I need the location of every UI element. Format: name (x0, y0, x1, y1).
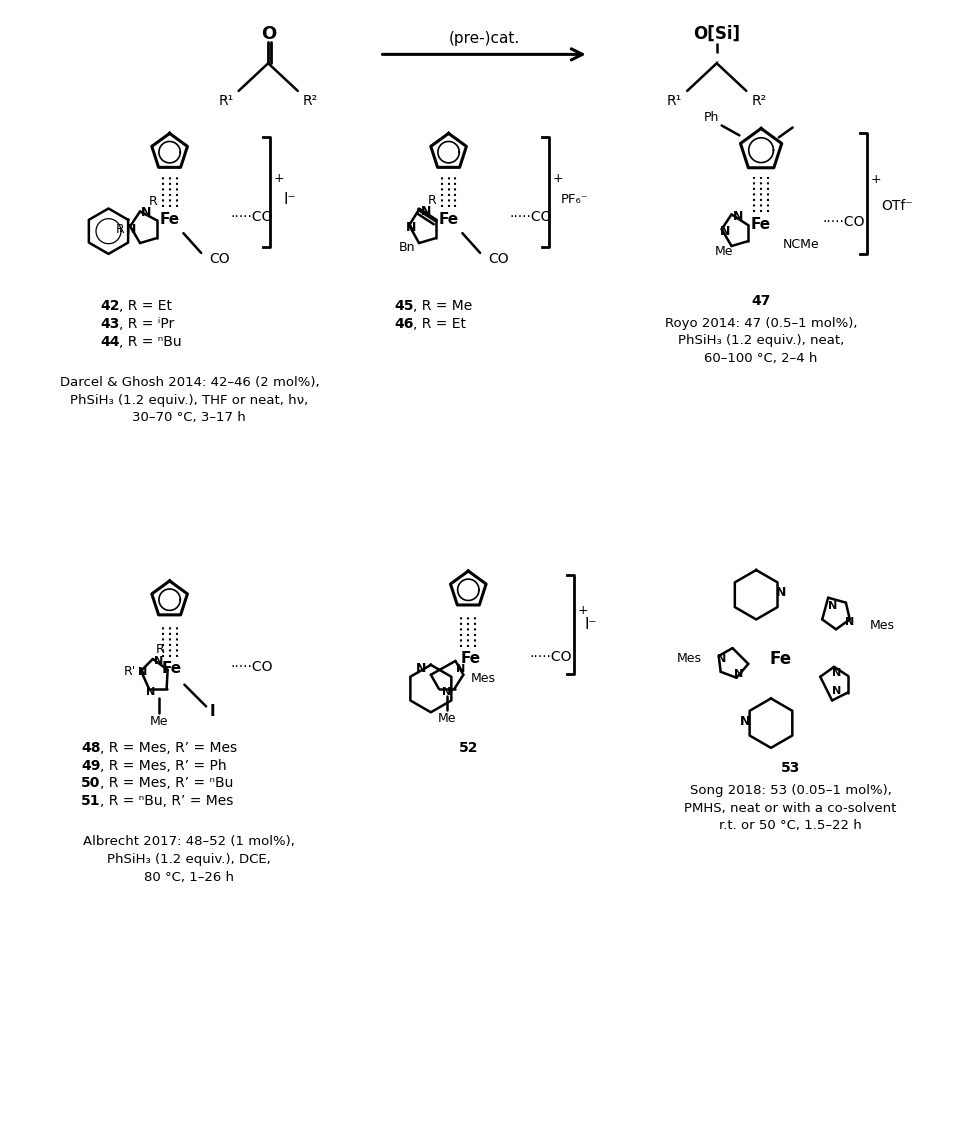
Text: PhSiH₃ (1.2 equiv.), neat,: PhSiH₃ (1.2 equiv.), neat, (678, 335, 844, 348)
Text: +: + (870, 173, 881, 186)
Text: Me: Me (437, 712, 456, 725)
Text: Royo 2014: 47 (0.5–1 mol%),: Royo 2014: 47 (0.5–1 mol%), (664, 317, 858, 329)
Text: 47: 47 (752, 295, 771, 309)
Text: N: N (154, 656, 164, 666)
Text: , R = Et: , R = Et (120, 299, 172, 313)
Text: , R = Et: , R = Et (414, 317, 466, 331)
Text: N: N (733, 210, 744, 223)
Text: N: N (832, 668, 842, 678)
Text: ·····CO: ·····CO (230, 660, 273, 673)
Text: N: N (719, 225, 730, 237)
Text: N: N (141, 206, 151, 219)
Text: N: N (775, 586, 786, 599)
Text: 42: 42 (101, 299, 121, 313)
Text: 30–70 °C, 3–17 h: 30–70 °C, 3–17 h (132, 412, 246, 424)
Text: N: N (740, 715, 751, 727)
Text: Fe: Fe (438, 212, 459, 227)
Text: N: N (146, 687, 156, 696)
Text: 53: 53 (781, 760, 801, 774)
Text: , R = ⁿBu, R’ = Mes: , R = ⁿBu, R’ = Mes (100, 794, 233, 809)
Text: Albrecht 2017: 48–52 (1 mol%),: Albrecht 2017: 48–52 (1 mol%), (83, 835, 295, 849)
Text: Fe: Fe (461, 651, 480, 666)
Text: 46: 46 (394, 317, 414, 331)
Text: Fe: Fe (769, 650, 792, 668)
Text: OTf⁻: OTf⁻ (881, 200, 913, 213)
Text: ·····CO: ·····CO (529, 650, 572, 664)
Text: 44: 44 (101, 335, 121, 349)
Text: I⁻: I⁻ (283, 192, 296, 208)
Text: CO: CO (209, 252, 229, 266)
Text: ·····CO: ·····CO (822, 216, 864, 229)
Text: N: N (138, 666, 148, 677)
Text: Mes: Mes (676, 653, 702, 665)
Text: N: N (832, 686, 842, 695)
Text: , R = Me: , R = Me (414, 299, 472, 313)
Text: N: N (416, 662, 426, 676)
Text: Song 2018: 53 (0.05–1 mol%),: Song 2018: 53 (0.05–1 mol%), (690, 783, 892, 797)
Text: CO: CO (488, 252, 509, 266)
Text: (pre-)cat.: (pre-)cat. (449, 31, 519, 46)
Text: 51: 51 (81, 794, 100, 809)
Text: I⁻: I⁻ (584, 617, 597, 632)
Text: R²: R² (303, 94, 318, 108)
Text: R¹: R¹ (666, 94, 682, 108)
Text: 50: 50 (81, 777, 100, 790)
Text: ·····CO: ·····CO (230, 210, 273, 225)
Text: Me: Me (150, 715, 168, 727)
Text: +: + (577, 604, 588, 617)
Text: PF₆⁻: PF₆⁻ (561, 193, 589, 206)
Text: 60–100 °C, 2–4 h: 60–100 °C, 2–4 h (705, 352, 817, 365)
Text: N: N (828, 601, 838, 610)
Text: R¹: R¹ (219, 94, 233, 108)
Text: PMHS, neat or with a co-solvent: PMHS, neat or with a co-solvent (684, 802, 897, 814)
Text: O[Si]: O[Si] (693, 24, 740, 42)
Text: N: N (845, 617, 855, 627)
Text: Darcel & Ghosh 2014: 42–46 (2 mol%),: Darcel & Ghosh 2014: 42–46 (2 mol%), (60, 376, 319, 389)
Text: Fe: Fe (751, 217, 771, 232)
Text: +: + (553, 172, 563, 185)
Text: 48: 48 (81, 741, 100, 755)
Text: N: N (126, 223, 136, 236)
Text: Ph: Ph (704, 111, 719, 124)
Text: R: R (149, 195, 157, 208)
Text: , R = ⁱPr: , R = ⁱPr (120, 317, 174, 331)
Text: Mes: Mes (870, 619, 895, 632)
Text: , R = Mes, R’ = Ph: , R = Mes, R’ = Ph (100, 758, 226, 773)
Text: I: I (209, 704, 215, 719)
Text: R': R' (124, 665, 136, 678)
Text: R: R (116, 223, 124, 236)
Text: N: N (406, 220, 416, 234)
Text: N: N (734, 669, 743, 679)
Text: 80 °C, 1–26 h: 80 °C, 1–26 h (144, 871, 234, 884)
Text: NCMe: NCMe (783, 237, 819, 250)
Text: N: N (420, 205, 431, 218)
Text: , R = Mes, R’ = ⁿBu: , R = Mes, R’ = ⁿBu (100, 777, 233, 790)
Text: 43: 43 (101, 317, 120, 331)
Text: Bn: Bn (399, 241, 416, 253)
Text: O: O (262, 24, 276, 42)
Text: ·····CO: ·····CO (510, 210, 552, 225)
Text: N: N (442, 687, 451, 696)
Text: R²: R² (752, 94, 766, 108)
Text: Fe: Fe (162, 662, 181, 677)
Text: 52: 52 (459, 741, 478, 755)
Text: +: + (273, 172, 284, 185)
Text: PhSiH₃ (1.2 equiv.), THF or neat, hν,: PhSiH₃ (1.2 equiv.), THF or neat, hν, (71, 393, 309, 407)
Text: r.t. or 50 °C, 1.5–22 h: r.t. or 50 °C, 1.5–22 h (719, 819, 862, 833)
Text: Mes: Mes (470, 672, 496, 685)
Text: 45: 45 (394, 299, 414, 313)
Text: N: N (456, 664, 466, 673)
Text: , R = ⁿBu: , R = ⁿBu (120, 335, 182, 349)
Text: N: N (717, 654, 726, 664)
Text: , R = Mes, R’ = Mes: , R = Mes, R’ = Mes (100, 741, 237, 755)
Text: PhSiH₃ (1.2 equiv.), DCE,: PhSiH₃ (1.2 equiv.), DCE, (108, 853, 271, 866)
Text: R: R (427, 194, 436, 208)
Text: Fe: Fe (160, 212, 179, 227)
Text: Me: Me (714, 245, 733, 258)
Text: 49: 49 (81, 758, 100, 773)
Text: R: R (156, 642, 164, 656)
